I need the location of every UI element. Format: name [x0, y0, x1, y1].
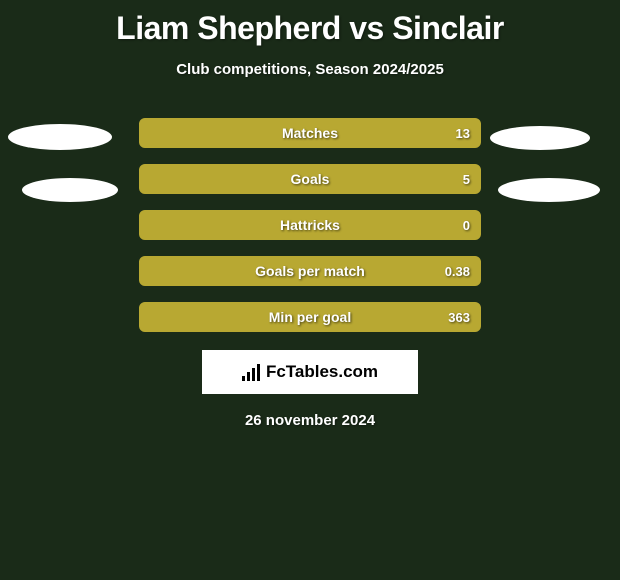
- stat-bar-label: Min per goal: [140, 309, 480, 325]
- stat-bar-value: 363: [448, 310, 470, 325]
- stat-bar-value: 0.38: [445, 264, 470, 279]
- stat-bar-label: Matches: [140, 125, 480, 141]
- logo-text: FcTables.com: [266, 362, 378, 382]
- stat-bar-label: Hattricks: [140, 217, 480, 233]
- stat-bar-value: 5: [463, 172, 470, 187]
- decorative-ellipse-2: [22, 178, 118, 202]
- fctables-logo: FcTables.com: [202, 350, 418, 394]
- date-label: 26 november 2024: [0, 412, 620, 429]
- stat-bar-value: 13: [456, 126, 470, 141]
- stats-bars: Matches 13 Goals 5 Hattricks 0 Goals per…: [0, 118, 620, 332]
- decorative-ellipse-3: [490, 126, 590, 150]
- stat-bar: Hattricks 0: [139, 210, 481, 240]
- page-title: Liam Shepherd vs Sinclair: [0, 0, 620, 47]
- stat-bar-value: 0: [463, 218, 470, 233]
- stat-bar: Min per goal 363: [139, 302, 481, 332]
- decorative-ellipse-4: [498, 178, 600, 202]
- stat-bar: Goals per match 0.38: [139, 256, 481, 286]
- logo-chart-icon: [242, 363, 260, 381]
- stat-bar-label: Goals per match: [140, 263, 480, 279]
- stat-bar-label: Goals: [140, 171, 480, 187]
- decorative-ellipse-1: [8, 124, 112, 150]
- stat-bar: Goals 5: [139, 164, 481, 194]
- subtitle: Club competitions, Season 2024/2025: [0, 61, 620, 78]
- stat-bar: Matches 13: [139, 118, 481, 148]
